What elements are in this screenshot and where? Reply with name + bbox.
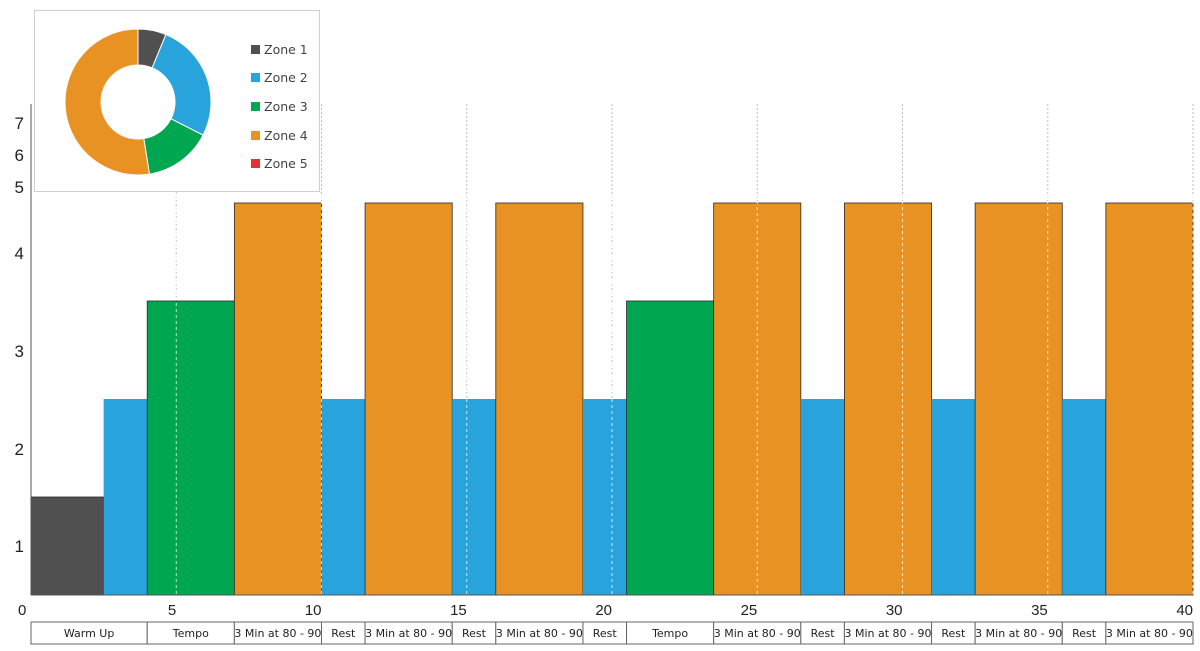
zone-3-swatch: [251, 101, 260, 111]
zone-4-bar: [233, 202, 322, 596]
segment-label: 3 Min at 80 - 90: [1106, 627, 1193, 640]
segment-label: Rest: [331, 627, 356, 640]
segment-label: Rest: [1072, 627, 1097, 640]
y-tick-label: 6: [15, 146, 24, 165]
zone-distribution-panel: Zone 1 Zone 2 Zone 3 Zone 4 Zone 5: [34, 10, 320, 192]
zone-bars: [30, 202, 1194, 596]
donut-slice-zone-4: [64, 28, 150, 176]
y-tick-label: 1: [15, 537, 24, 556]
zone-2-bar: [1062, 399, 1106, 595]
segment-label-row: Warm Up Tempo 3 Min at 80 - 90 Rest 3 Min at…: [30, 621, 1194, 645]
segment-label: Tempo: [172, 627, 209, 640]
x-tick-label: 35: [1031, 602, 1048, 619]
zone-4-swatch: [251, 130, 260, 140]
x-tick-label: 5: [168, 602, 176, 619]
zone-4-bar: [495, 202, 584, 596]
legend-item-zone-4: Zone 4: [251, 121, 308, 150]
x-tick-label: 25: [741, 602, 758, 619]
y-tick-label: 3: [15, 342, 24, 361]
segment-label: 3 Min at 80 - 90: [714, 627, 801, 640]
legend-label: Zone 1: [264, 41, 308, 57]
y-tick-label: 4: [15, 244, 24, 263]
zone-donut-chart: [64, 28, 212, 176]
grid-overlay: [175, 195, 1194, 595]
legend-item-zone-3: Zone 3: [251, 92, 308, 121]
x-tick-label: 15: [450, 602, 467, 619]
legend-label: Zone 4: [264, 127, 308, 143]
zone-4-bar: [974, 202, 1063, 596]
zone-3-bar: [146, 300, 235, 596]
zone-4-bar: [364, 202, 453, 596]
zone-5-swatch: [251, 159, 260, 169]
zone-2-bar: [800, 399, 845, 595]
zone-4-bar: [844, 202, 932, 596]
legend-label: Zone 2: [264, 70, 308, 86]
segment-label: Rest: [462, 627, 487, 640]
legend-item-zone-1: Zone 1: [251, 35, 308, 64]
y-tick-label: 7: [15, 114, 24, 133]
y-tick-label: 5: [15, 178, 24, 197]
segment-label: Warm Up: [64, 627, 115, 640]
donut-slice-zone-2: [151, 33, 212, 136]
zone-2-swatch: [251, 73, 260, 83]
legend-label: Zone 3: [264, 98, 308, 114]
segment-label: Rest: [811, 627, 836, 640]
zone-legend: Zone 1 Zone 2 Zone 3 Zone 4 Zone 5: [251, 35, 308, 178]
segment-label: 3 Min at 80 - 90: [844, 627, 931, 640]
legend-item-zone-5: Zone 5: [251, 149, 308, 178]
y-tick-label: 2: [15, 440, 24, 459]
zone-1-swatch: [251, 44, 260, 54]
x-tick-label: 40: [1176, 602, 1193, 619]
x-tick-label: 0: [18, 602, 26, 619]
zone-2-bar: [931, 399, 976, 595]
zone-3-bar: [626, 300, 715, 596]
segment-label: 3 Min at 80 - 90: [365, 627, 452, 640]
segment-label: Rest: [593, 627, 618, 640]
segment-label: 3 Min at 80 - 90: [975, 627, 1062, 640]
legend-item-zone-2: Zone 2: [251, 64, 308, 93]
zone-2-bar: [103, 399, 148, 595]
zone-1-bar: [30, 496, 105, 596]
x-tick-label: 10: [305, 602, 322, 619]
zone-2-bar: [582, 399, 627, 595]
segment-label: Tempo: [651, 627, 688, 640]
legend-label: Zone 5: [264, 156, 308, 172]
segment-label: Rest: [941, 627, 966, 640]
segment-label: 3 Min at 80 - 90: [234, 627, 321, 640]
zone-2-bar: [452, 399, 496, 595]
zone-4-bar: [1105, 202, 1194, 596]
zone-2-bar: [321, 399, 366, 595]
axes: 1 2 3 4 5 6 7 0 5 10 15 20 25 30 35 40: [15, 104, 1193, 619]
x-tick-label: 30: [886, 602, 903, 619]
x-tick-label: 20: [595, 602, 612, 619]
segment-label: 3 Min at 80 - 90: [496, 627, 583, 640]
segment-label-cell: [1105, 621, 1194, 645]
